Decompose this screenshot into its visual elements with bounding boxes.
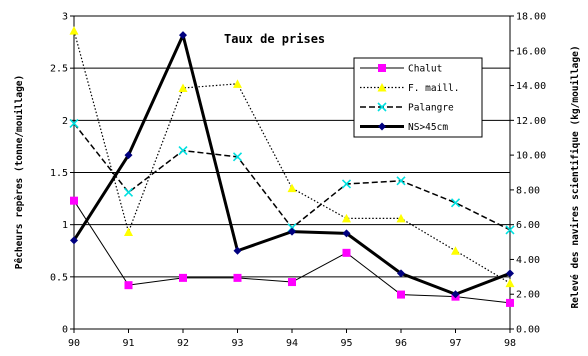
- legend-box: [353, 57, 483, 138]
- data-point: [233, 79, 242, 88]
- legend-items: Chalut F. maill. Palangre NS>45cm: [360, 64, 459, 133]
- legend-label: F. maill.: [408, 83, 459, 94]
- data-point: [124, 151, 133, 160]
- data-point: [124, 281, 133, 290]
- data-point: [396, 213, 406, 223]
- legend-label: Palangre: [408, 103, 454, 114]
- left-tick-label: 0.5: [50, 272, 68, 283]
- data-point: [505, 225, 515, 235]
- right-tick-label: 16.00: [516, 46, 546, 57]
- data-point: [287, 183, 297, 193]
- data-point: [233, 273, 242, 282]
- legend-label: Chalut: [408, 64, 442, 75]
- x-tick-label: 92: [177, 338, 189, 349]
- data-point: [69, 118, 79, 129]
- data-point: [505, 278, 515, 288]
- x-tick-label: 96: [395, 338, 407, 349]
- data-point: [451, 246, 460, 255]
- series-3: [70, 31, 514, 299]
- right-tick-label: 4.00: [516, 255, 540, 266]
- right-tick-label: 14.00: [516, 81, 546, 92]
- data-point: [232, 152, 243, 162]
- left-axis-ticks: 0 0.5 1 1.5 2 2.5 3: [50, 12, 74, 336]
- series-1: [69, 26, 515, 288]
- data-point: [123, 187, 134, 197]
- left-tick-label: 2.5: [50, 64, 68, 75]
- data-point: [178, 83, 188, 92]
- left-tick-label: 0: [62, 325, 68, 336]
- legend-marker: [377, 102, 387, 112]
- data-point: [179, 273, 187, 282]
- right-tick-label: 0.00: [516, 325, 540, 336]
- left-tick-label: 1: [62, 220, 68, 231]
- data-point: [288, 278, 296, 287]
- legend-marker: [378, 64, 386, 72]
- series-layer: [69, 26, 515, 307]
- data-point: [124, 227, 133, 236]
- x-tick-label: 90: [68, 338, 80, 349]
- x-tick-label: 93: [231, 338, 243, 349]
- data-point: [342, 213, 351, 223]
- left-tick-label: 3: [62, 12, 68, 23]
- data-point: [397, 269, 405, 278]
- legend-marker: [377, 83, 387, 92]
- data-point: [450, 198, 461, 208]
- data-point: [397, 290, 405, 299]
- left-tick-label: 2: [62, 116, 68, 127]
- right-tick-label: 18.00: [516, 12, 546, 23]
- data-point: [70, 196, 78, 205]
- right-tick-label: 12.00: [516, 116, 546, 127]
- data-point: [396, 176, 406, 186]
- x-tick-label: 91: [122, 338, 134, 349]
- chart-title: Taux de prises: [224, 32, 325, 46]
- right-axis-title: Relevé des navires scientifique (kg/moui…: [570, 45, 581, 308]
- right-tick-label: 8.00: [516, 185, 540, 196]
- right-axis-ticks: 0.00 2.00 4.00 6.00 8.00 10.00 12.00 14.00 16.00…: [510, 12, 546, 336]
- data-point: [506, 269, 514, 278]
- data-point: [342, 248, 351, 257]
- data-point: [178, 146, 188, 156]
- x-tick-label: 94: [286, 338, 298, 349]
- x-tick-label: 97: [449, 338, 461, 349]
- data-point: [288, 227, 296, 236]
- data-point: [451, 290, 460, 299]
- x-axis-ticks: 90 91 92 93 94 95 96 97 98: [68, 329, 516, 349]
- left-axis-title: Pêcheurs repères (tonne/mouillage): [14, 75, 25, 269]
- right-tick-label: 10.00: [516, 151, 546, 162]
- data-point: [69, 26, 79, 35]
- data-point: [341, 179, 352, 189]
- data-point: [179, 31, 187, 40]
- x-tick-label: 98: [504, 338, 516, 349]
- data-point: [506, 298, 514, 307]
- x-tick-label: 95: [340, 338, 352, 349]
- legend-marker: [378, 122, 386, 131]
- legend: Chalut F. maill. Palangre NS>45cm: [353, 57, 483, 138]
- legend-label: NS>45cm: [408, 122, 448, 133]
- left-tick-label: 1.5: [50, 168, 68, 179]
- right-tick-label: 6.00: [516, 220, 540, 231]
- data-point: [233, 246, 242, 255]
- series-line: [73, 30, 511, 284]
- data-point: [342, 229, 351, 238]
- right-tick-label: 2.00: [516, 290, 540, 301]
- data-point: [70, 236, 78, 245]
